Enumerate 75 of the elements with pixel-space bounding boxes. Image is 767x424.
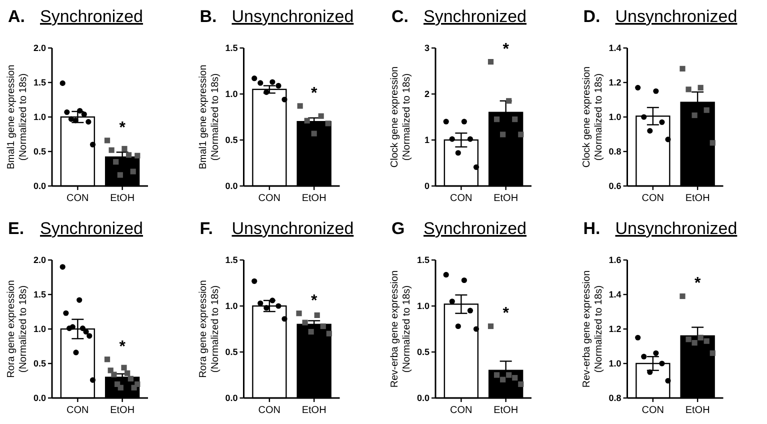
y-tick-label: 1.4 — [608, 43, 622, 54]
y-tick-label: 1.0 — [225, 301, 238, 312]
y-axis-title: Rev-erba gene expression (Normalized to 18s) — [390, 270, 412, 388]
y-tick-label: 0.0 — [225, 393, 238, 404]
y-tick-label: 0.0 — [225, 181, 238, 192]
y-tick-label: 1.0 — [225, 89, 238, 100]
x-tick-label: CON — [258, 193, 281, 204]
y-axis-title: Clock gene expression (Normalized to 18s) — [581, 66, 604, 168]
x-tick-label: CON — [66, 405, 89, 416]
chart-title: C. Synchronized — [392, 7, 527, 26]
x-tick-label: EtOH — [685, 193, 710, 204]
x-tick-label: CON — [642, 405, 664, 416]
y-axis-title: Bmal1 gene expression (Normalized to 18s) — [6, 64, 29, 170]
y-axis-title: Rev-erba gene expression (Normalized to 18s) — [581, 270, 604, 388]
chart-title: E. Synchronized — [8, 219, 144, 238]
chart-title: A. Synchronized — [8, 7, 144, 26]
annotation: * — [310, 292, 318, 310]
x-tick-label: EtOH — [302, 405, 326, 416]
chart-title: D. Unsynchronized — [583, 7, 738, 26]
x-tick-label: CON — [642, 193, 664, 204]
y-axis-title: Rora gene expression (Normalized to 18s) — [198, 280, 221, 378]
y-tick-label: 1.0 — [608, 358, 622, 369]
y-tick-label: 0.0 — [416, 393, 430, 404]
y-tick-label: 1.0 — [608, 112, 622, 122]
y-axis-title: Clock gene expression (Normalized to 18s) — [390, 66, 412, 168]
y-tick-label: 0.5 — [225, 347, 238, 358]
y-axis-title: Bmal1 gene expression (Normalized to 18s) — [198, 64, 221, 170]
y-tick-label: 0.8 — [608, 146, 622, 157]
x-tick-label: EtOH — [494, 193, 518, 204]
y-tick-label: 1.5 — [225, 255, 238, 266]
x-tick-label: EtOH — [110, 405, 135, 416]
x-tick-label: CON — [66, 193, 89, 204]
x-tick-label: EtOH — [494, 405, 518, 416]
y-tick-label: 1.2 — [608, 78, 622, 88]
y-tick-label: 0.6 — [608, 181, 622, 192]
y-tick-label: 0.0 — [33, 181, 46, 192]
x-tick-label: EtOH — [302, 193, 326, 204]
y-tick-label: 2 — [424, 89, 430, 100]
y-tick-label: 2.0 — [33, 255, 46, 266]
y-tick-label: 1.5 — [33, 78, 46, 88]
chart-title: H. Unsynchronized — [583, 219, 738, 238]
y-tick-label: 1.5 — [416, 255, 430, 266]
y-tick-label: 1.5 — [225, 43, 238, 54]
annotation: * — [119, 119, 126, 136]
annotation: * — [502, 305, 510, 322]
chart-title: G Synchronized — [392, 219, 527, 238]
annotation: * — [119, 338, 126, 356]
y-tick-label: 1.0 — [33, 112, 46, 122]
x-tick-label: CON — [450, 193, 472, 204]
y-tick-label: 0.5 — [33, 358, 46, 369]
annotation: * — [502, 40, 510, 58]
y-tick-label: 0.5 — [225, 135, 238, 146]
y-tick-label: 1.4 — [608, 290, 622, 300]
annotation: * — [694, 275, 702, 292]
y-tick-label: 0.0 — [33, 393, 46, 404]
y-tick-label: 1.5 — [33, 290, 46, 300]
y-tick-label: 1.6 — [608, 255, 622, 266]
y-tick-label: 1.0 — [416, 301, 430, 312]
x-tick-label: CON — [450, 405, 472, 416]
chart-title: F. Unsynchronized — [200, 219, 354, 238]
y-tick-label: 0.5 — [33, 146, 46, 157]
y-tick-label: 2.0 — [33, 43, 46, 54]
y-tick-label: 1.0 — [33, 324, 46, 334]
y-tick-label: 1 — [424, 135, 430, 146]
annotation: * — [310, 84, 318, 102]
chart-title: B. Unsynchronized — [200, 7, 354, 26]
y-axis-title: Rora gene expression (Normalized to 18s) — [6, 280, 29, 378]
y-tick-label: 0.5 — [416, 347, 430, 358]
x-tick-label: EtOH — [110, 193, 135, 204]
y-tick-label: 0 — [424, 181, 430, 192]
x-tick-label: EtOH — [685, 405, 710, 416]
y-tick-label: 1.2 — [608, 324, 622, 334]
y-tick-label: 3 — [424, 43, 430, 54]
y-tick-label: 0.8 — [608, 393, 622, 404]
x-tick-label: CON — [258, 405, 281, 416]
